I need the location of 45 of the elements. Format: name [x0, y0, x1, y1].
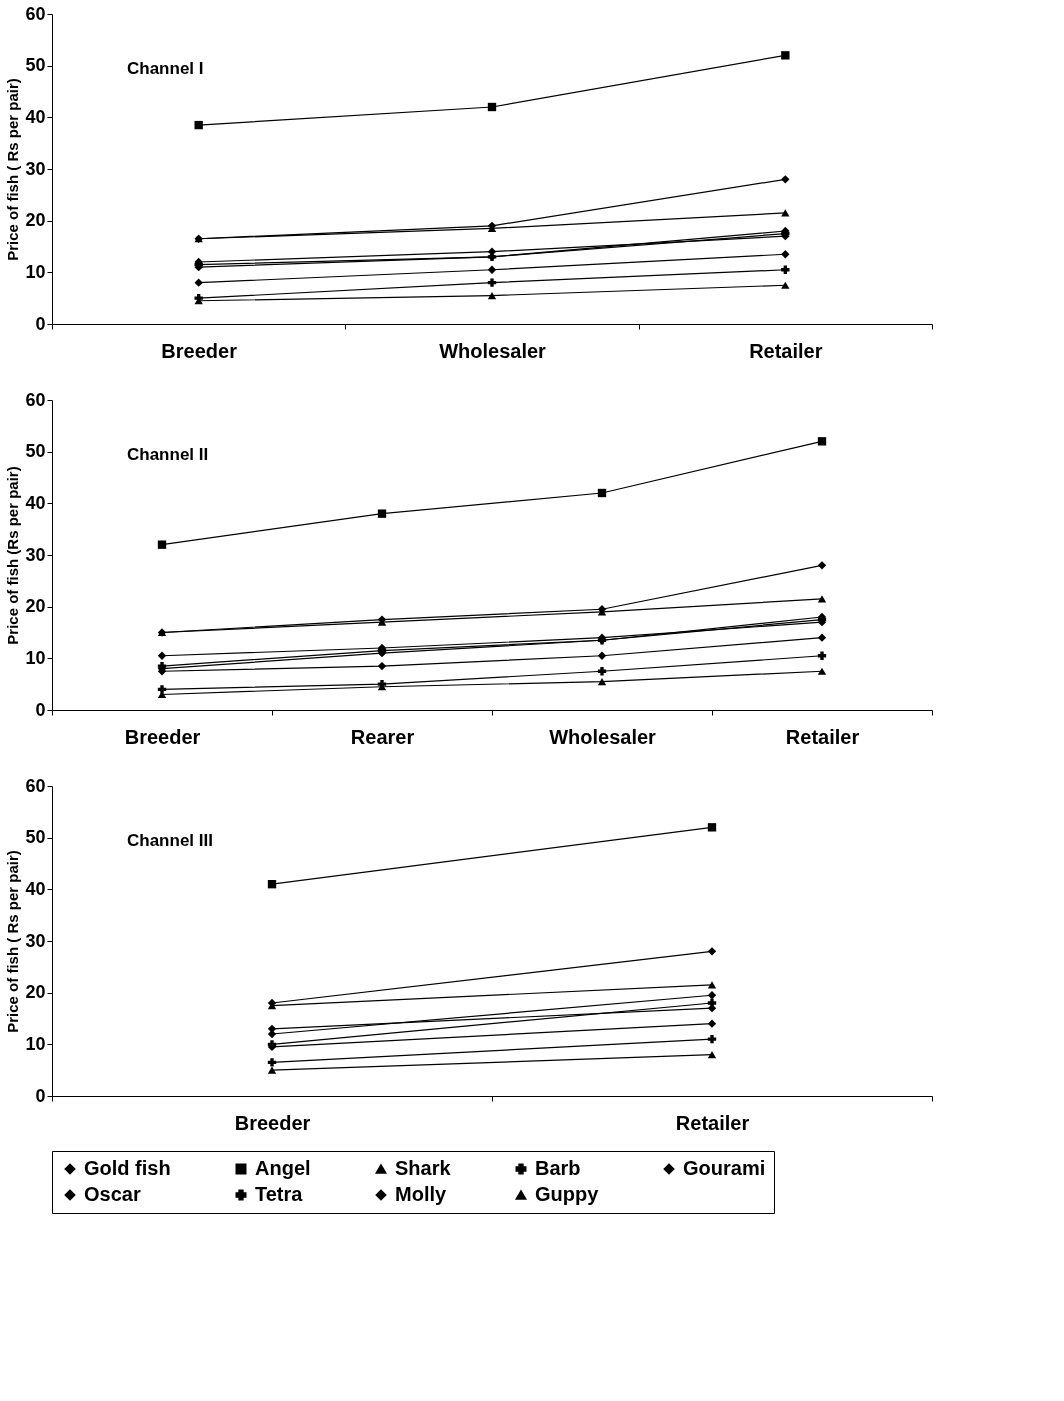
x-tick-label: Breeder: [124, 725, 201, 748]
x-tick-label: Breeder: [234, 1111, 311, 1134]
y-tick-label: 20: [25, 210, 46, 231]
y-tick-label: 60: [25, 3, 46, 24]
y-tick-label: 50: [25, 55, 46, 76]
y-tick-label: 10: [25, 261, 46, 282]
legend-label: Molly: [395, 1183, 447, 1205]
y-axis-title: Price of fish ( Rs per pair): [4, 78, 22, 261]
legend-label: Gold fish: [84, 1157, 171, 1179]
x-tick-label: Retailer: [785, 725, 860, 748]
y-tick-label: 40: [25, 106, 46, 127]
y-tick-label: 50: [25, 441, 46, 462]
annotation: Channel II: [127, 445, 209, 464]
y-tick-label: 60: [25, 775, 46, 796]
x-tick-label: Wholesaler: [549, 725, 657, 748]
x-tick-label: Rearer: [350, 725, 415, 748]
x-tick-label: Breeder: [161, 339, 238, 362]
y-tick-label: 0: [35, 699, 46, 720]
x-tick-label: Retailer: [675, 1111, 750, 1134]
y-tick-label: 10: [25, 647, 46, 668]
annotation: Channel III: [127, 831, 213, 850]
legend-label: Gourami: [683, 1157, 766, 1179]
y-tick-label: 20: [25, 982, 46, 1003]
y-axis-title: Price of fish (Rs per pair): [4, 466, 22, 645]
legend-label: Oscar: [84, 1183, 141, 1205]
x-tick-label: Wholesaler: [439, 339, 547, 362]
y-tick-label: 0: [35, 313, 46, 334]
y-tick-label: 0: [35, 1085, 46, 1106]
x-tick-label: Retailer: [749, 339, 823, 362]
legend-label: Barb: [535, 1157, 581, 1179]
y-tick-label: 30: [25, 930, 46, 951]
y-tick-label: 30: [25, 544, 46, 565]
legend-label: Guppy: [535, 1183, 600, 1205]
annotation: Channel I: [127, 59, 204, 78]
y-tick-label: 50: [25, 827, 46, 848]
y-tick-label: 60: [25, 389, 46, 410]
y-tick-label: 10: [25, 1033, 46, 1054]
y-tick-label: 30: [25, 158, 46, 179]
y-tick-label: 20: [25, 596, 46, 617]
legend-label: Shark: [395, 1157, 452, 1179]
y-tick-label: 40: [25, 492, 46, 513]
legend-label: Tetra: [255, 1183, 304, 1205]
legend-label: Angel: [255, 1157, 311, 1179]
y-tick-label: 40: [25, 878, 46, 899]
y-axis-title: Price of fish ( Rs per pair): [4, 850, 22, 1033]
